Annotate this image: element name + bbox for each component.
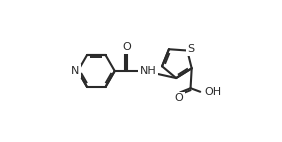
- Text: O: O: [123, 42, 132, 52]
- Text: S: S: [188, 44, 195, 54]
- Text: NH: NH: [140, 66, 156, 76]
- Text: N: N: [70, 66, 79, 76]
- Text: O: O: [174, 93, 183, 103]
- Text: OH: OH: [204, 87, 222, 97]
